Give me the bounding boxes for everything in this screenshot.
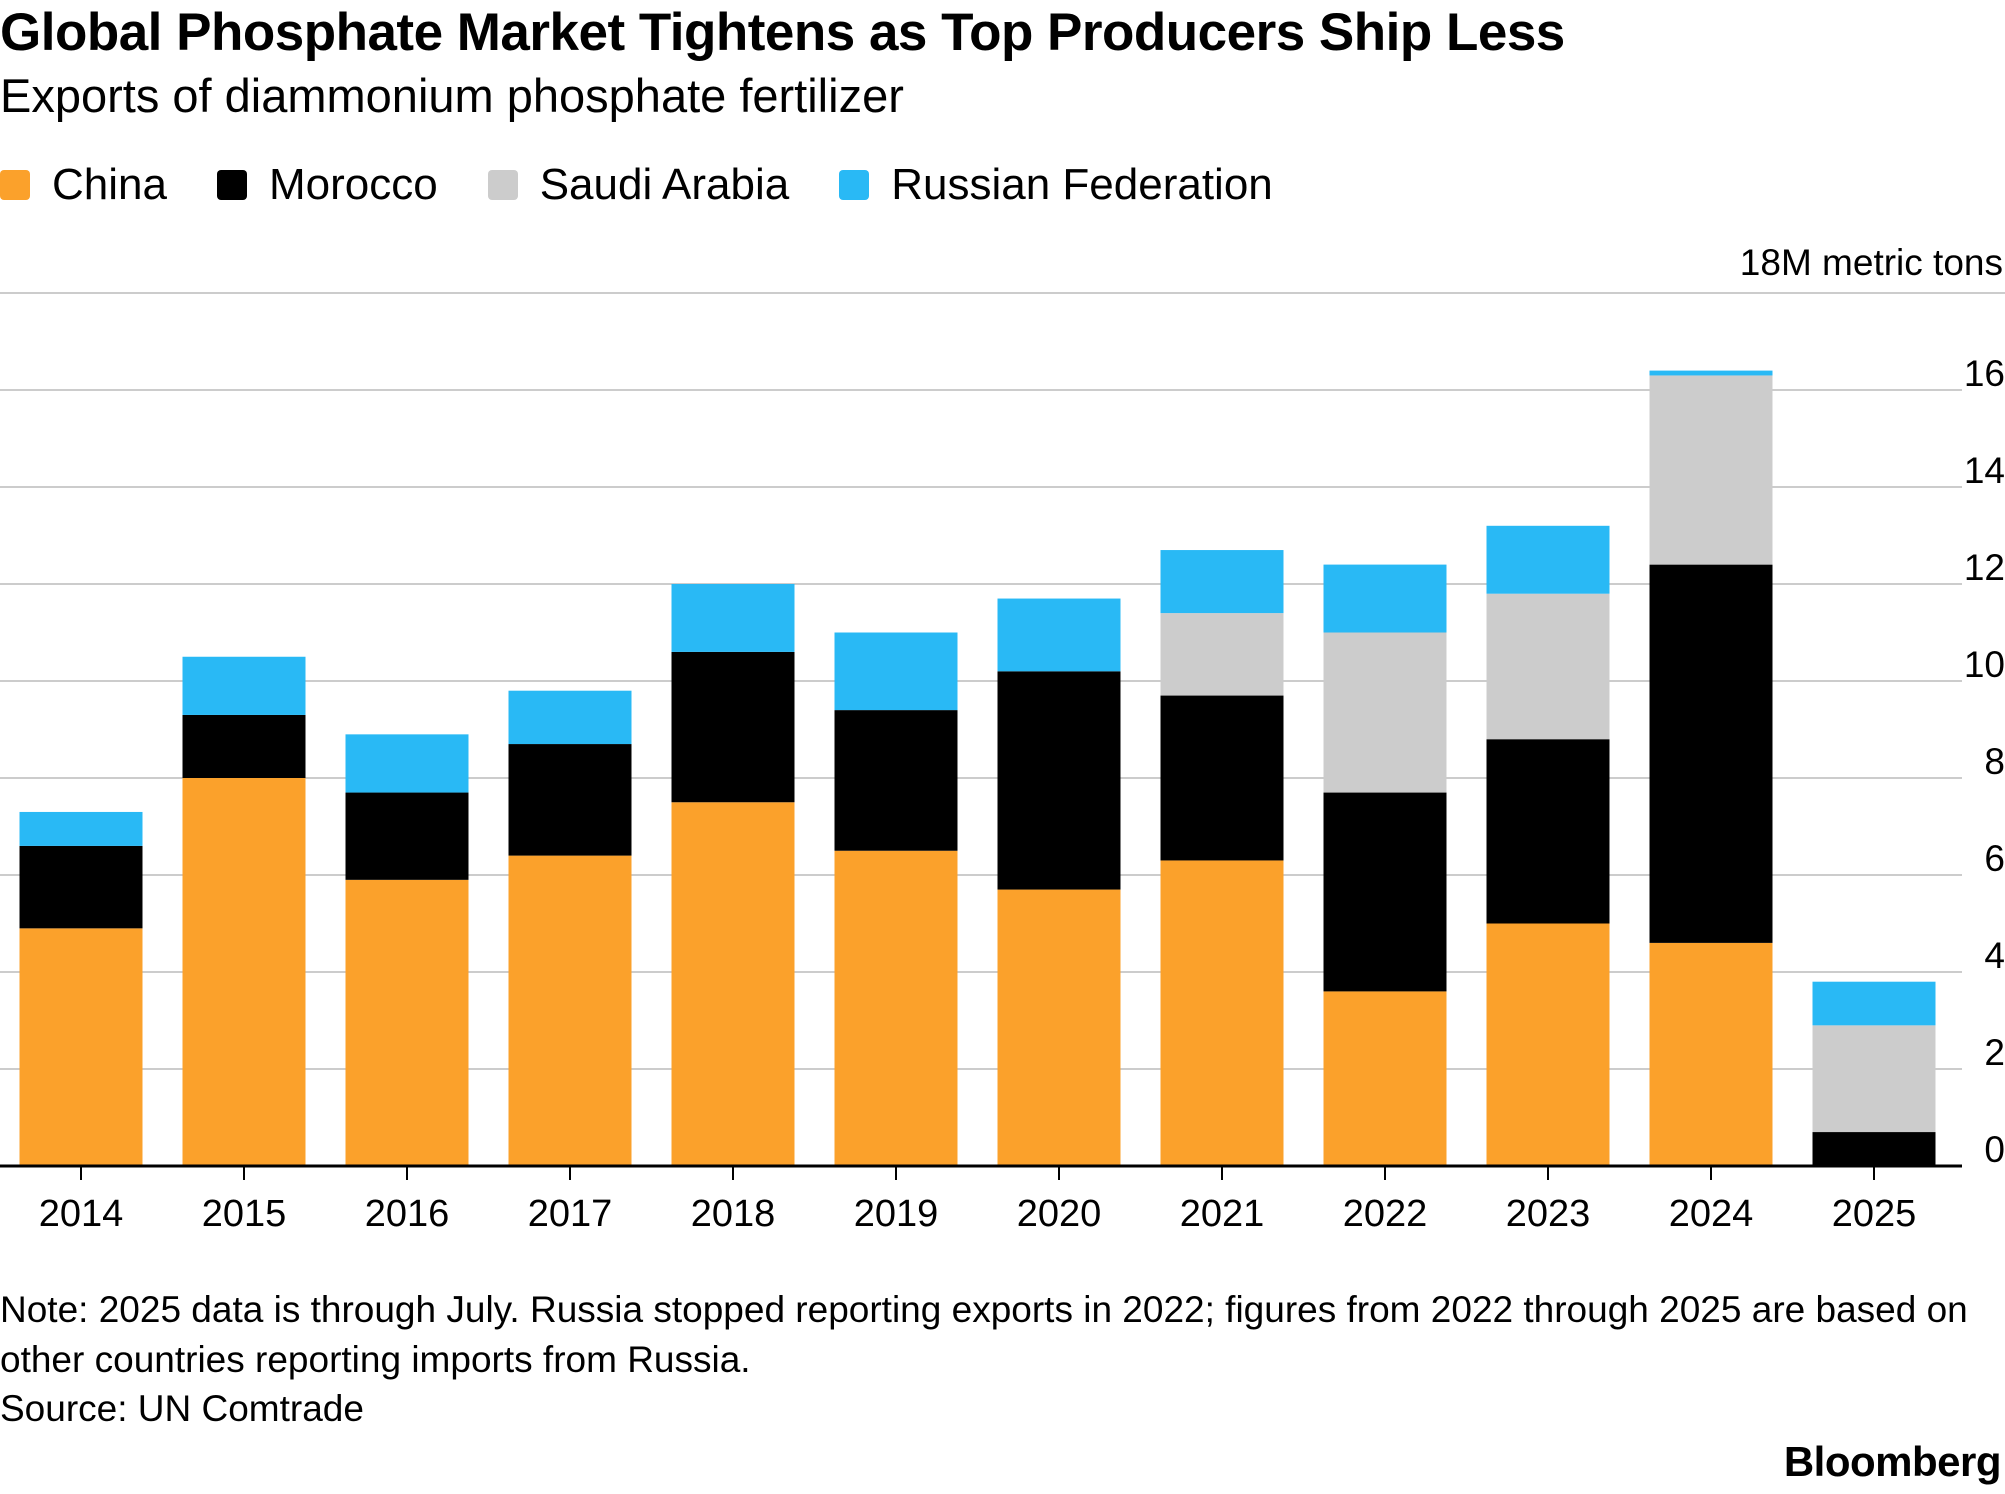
legend-swatch-china bbox=[0, 170, 30, 200]
bar-2018-china bbox=[671, 802, 795, 1166]
y-tick-label-2: 2 bbox=[1984, 1032, 2005, 1073]
x-tick-label-2023: 2023 bbox=[1506, 1193, 1591, 1235]
bar-2017-russian-federation bbox=[508, 690, 632, 745]
bar-2021-saudi-arabia bbox=[1160, 613, 1284, 696]
legend-item-china: China bbox=[0, 160, 167, 210]
bar-2019-morocco bbox=[834, 710, 958, 851]
y-axis-unit-label: 18M metric tons bbox=[1740, 242, 2003, 283]
bar-2024-china bbox=[1649, 942, 1773, 1166]
bar-2018-morocco bbox=[671, 651, 795, 803]
bar-2017-china bbox=[508, 855, 632, 1166]
chart-source: Source: UN Comtrade bbox=[0, 1388, 364, 1429]
x-tick-label-2019: 2019 bbox=[854, 1193, 939, 1235]
y-tick-label-10: 10 bbox=[1964, 644, 2005, 685]
x-tick-label-2024: 2024 bbox=[1669, 1193, 1754, 1235]
bar-2023-russian-federation bbox=[1486, 525, 1610, 594]
bar-2024-morocco bbox=[1649, 564, 1773, 943]
legend-swatch-saudi-arabia bbox=[487, 170, 518, 200]
bar-2024-russian-federation bbox=[1649, 370, 1773, 376]
legend-item-russian-federation: Russian Federation bbox=[839, 160, 1273, 210]
bar-2016-morocco bbox=[345, 792, 469, 880]
bar-2023-saudi-arabia bbox=[1486, 593, 1610, 740]
bar-2017-morocco bbox=[508, 744, 632, 856]
bar-2021-morocco bbox=[1160, 695, 1284, 861]
bar-2020-china bbox=[997, 889, 1121, 1166]
chart-title: Global Phosphate Market Tightens as Top … bbox=[0, 3, 1565, 62]
y-tick-label-6: 6 bbox=[1984, 838, 2005, 879]
bar-2016-china bbox=[345, 879, 469, 1166]
y-tick-label-8: 8 bbox=[1984, 741, 2005, 782]
bar-2023-morocco bbox=[1486, 739, 1610, 924]
bar-2015-china bbox=[182, 778, 306, 1166]
legend-label-russian-federation: Russian Federation bbox=[891, 160, 1273, 209]
x-tick-label-2015: 2015 bbox=[202, 1193, 287, 1235]
legend-label-morocco: Morocco bbox=[268, 160, 438, 209]
bar-2021-russian-federation bbox=[1160, 550, 1284, 614]
bar-2019-china bbox=[834, 850, 958, 1166]
x-tick-label-2014: 2014 bbox=[39, 1193, 124, 1235]
y-tick-label-0: 0 bbox=[1984, 1129, 2005, 1170]
bar-2014-china bbox=[19, 928, 143, 1166]
chart-note: Note: 2025 data is through July. Russia … bbox=[0, 1289, 1968, 1380]
bar-2015-russian-federation bbox=[182, 656, 306, 715]
chart-subtitle: Exports of diammonium phosphate fertiliz… bbox=[0, 69, 904, 122]
bar-2025-morocco bbox=[1812, 1132, 1936, 1166]
y-tick-label-12: 12 bbox=[1964, 547, 2005, 588]
x-tick-label-2017: 2017 bbox=[528, 1193, 613, 1235]
bar-2019-russian-federation bbox=[834, 632, 958, 711]
x-tick-label-2018: 2018 bbox=[691, 1193, 776, 1235]
x-tick-label-2022: 2022 bbox=[1343, 1193, 1428, 1235]
stacked-bar-chart: 18M metric tons 0 2 4 6 8 10 12 14 16 2014 2015 2016… bbox=[0, 242, 2005, 1235]
y-tick-label-4: 4 bbox=[1984, 935, 2005, 976]
x-tick-label-2025: 2025 bbox=[1832, 1193, 1917, 1235]
bar-2022-china bbox=[1323, 991, 1447, 1166]
bar-2025-russian-federation bbox=[1812, 981, 1936, 1026]
bar-2022-saudi-arabia bbox=[1323, 632, 1447, 793]
y-tick-label-14: 14 bbox=[1964, 450, 2005, 491]
legend: China Morocco Saudi Arabia Russian Feder… bbox=[0, 160, 1323, 210]
legend-item-morocco: Morocco bbox=[216, 160, 438, 210]
bar-2021-china bbox=[1160, 860, 1284, 1166]
bar-2015-morocco bbox=[182, 714, 306, 778]
x-tick-label-2021: 2021 bbox=[1180, 1193, 1265, 1235]
legend-label-china: China bbox=[52, 160, 167, 209]
legend-label-saudi-arabia: Saudi Arabia bbox=[539, 160, 790, 209]
bar-2025-saudi-arabia bbox=[1812, 1025, 1936, 1133]
x-tick-label-2020: 2020 bbox=[1017, 1193, 1102, 1235]
x-tick-label-2016: 2016 bbox=[365, 1193, 450, 1235]
bar-2023-china bbox=[1486, 923, 1610, 1166]
bloomberg-logo: Bloomberg bbox=[1783, 1438, 2002, 1485]
legend-swatch-morocco bbox=[216, 170, 247, 200]
y-tick-label-16: 16 bbox=[1964, 353, 2005, 394]
bar-2016-russian-federation bbox=[345, 734, 469, 793]
bar-2014-russian-federation bbox=[19, 811, 143, 846]
bar-2020-morocco bbox=[997, 671, 1121, 890]
bar-2020-russian-federation bbox=[997, 598, 1121, 672]
bar-2022-morocco bbox=[1323, 792, 1447, 992]
legend-item-saudi-arabia: Saudi Arabia bbox=[487, 160, 790, 210]
bar-2024-saudi-arabia bbox=[1649, 375, 1773, 565]
bar-2018-russian-federation bbox=[671, 584, 795, 652]
legend-swatch-russian-federation bbox=[839, 170, 870, 200]
bar-2014-morocco bbox=[19, 845, 143, 929]
bar-2022-russian-federation bbox=[1323, 564, 1447, 633]
